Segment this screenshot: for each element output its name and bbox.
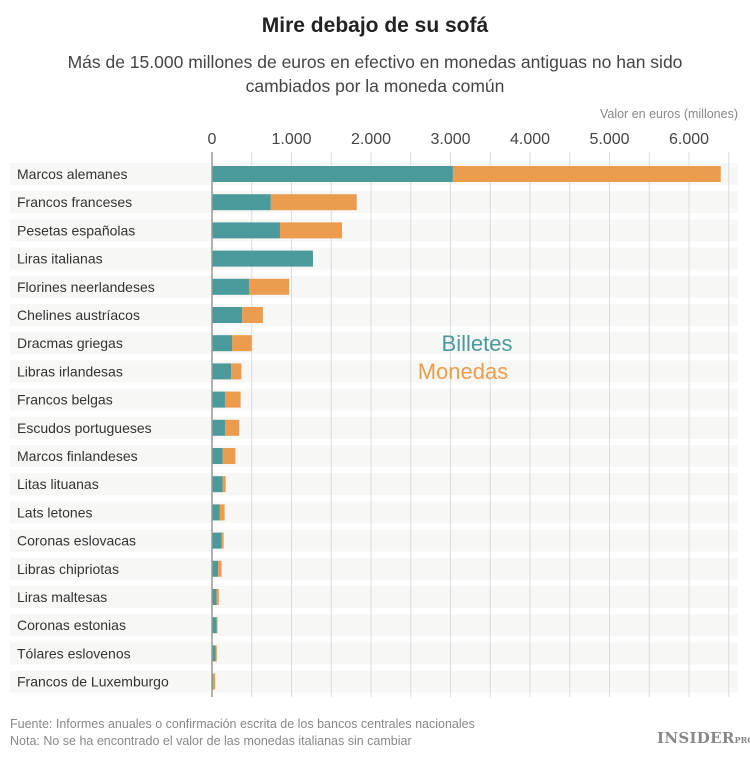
category-label: Coronas estonias: [17, 617, 126, 633]
bar-billetes: [212, 504, 220, 521]
row-band: [10, 416, 738, 439]
x-tick-label: 0: [208, 131, 217, 148]
row-band: [10, 275, 738, 298]
bar-billetes: [212, 617, 217, 634]
bar-monedas: [218, 560, 222, 577]
bar-billetes: [212, 645, 216, 662]
bar-billetes: [212, 335, 233, 352]
row-band: [10, 642, 738, 665]
category-label: Francos belgas: [17, 392, 113, 408]
category-label: Escudos portugueses: [17, 420, 152, 436]
category-label: Francos franceses: [17, 194, 132, 210]
row-band: [10, 219, 738, 242]
bar-monedas: [213, 673, 216, 690]
source-note: Fuente: Informes anuales o confirmación …: [10, 717, 475, 731]
bar-billetes: [212, 448, 223, 464]
row-band: [10, 247, 738, 270]
bar-monedas: [221, 532, 224, 549]
category-label: Marcos alemanes: [17, 166, 128, 182]
row-band: [10, 332, 738, 355]
category-label: Pesetas españolas: [17, 222, 135, 238]
bar-billetes: [212, 222, 280, 239]
x-tick-label: 2.000: [351, 131, 391, 148]
x-tick-label: 5.000: [589, 131, 629, 148]
category-label: Liras italianas: [17, 251, 103, 267]
bar-billetes: [212, 194, 271, 211]
row-band: [10, 191, 738, 214]
row-band: [10, 501, 738, 524]
row-band: [10, 670, 738, 693]
category-label: Chelines austríacos: [17, 307, 140, 323]
x-tick-label: 1.000: [271, 131, 311, 148]
x-tick-label: 4.000: [510, 131, 550, 148]
row-band: [10, 614, 738, 637]
row-band: [10, 557, 738, 580]
bar-monedas: [242, 307, 263, 323]
bar-billetes: [212, 560, 219, 577]
bar-billetes: [212, 532, 222, 549]
chart-subtitle: Más de 15.000 millones de euros en efect…: [67, 52, 683, 96]
footnote: Nota: No se ha encontrado el valor de la…: [10, 734, 412, 748]
row-band: [10, 304, 738, 326]
row-band: [10, 388, 738, 411]
category-label: Liras maltesas: [17, 589, 107, 605]
category-label: Marcos finlandeses: [17, 448, 138, 464]
legend-billetes: Billetes: [442, 331, 513, 356]
bar-monedas: [452, 166, 721, 182]
category-label: Libras chipriotas: [17, 561, 119, 577]
row-band: [10, 360, 738, 383]
bar-monedas: [216, 617, 218, 634]
x-tick-label: 6.000: [669, 131, 709, 148]
bar-billetes: [212, 589, 217, 605]
category-label: Dracmas griegas: [17, 335, 123, 351]
bar-monedas: [270, 194, 357, 211]
category-label: Coronas eslovacas: [17, 533, 136, 549]
bar-monedas: [216, 589, 219, 605]
chart-title: Mire debajo de su sofá: [261, 14, 489, 37]
bar-billetes: [212, 391, 225, 408]
category-label: Libras irlandesas: [17, 363, 123, 379]
category-label: Florines neerlandeses: [17, 279, 155, 295]
bar-monedas: [231, 363, 242, 380]
bar-billetes: [212, 278, 249, 295]
category-label: Francos de Luxemburgo: [17, 674, 169, 690]
bar-monedas: [224, 391, 241, 408]
row-band: [10, 586, 738, 608]
bar-billetes: [212, 166, 453, 182]
category-label: Litas lituanas: [17, 476, 99, 492]
x-axis-label: Valor en euros (millones): [599, 107, 738, 121]
bar-monedas: [248, 278, 290, 295]
bar-billetes: [212, 476, 223, 493]
bar-monedas: [222, 448, 236, 464]
bar-monedas: [224, 419, 240, 436]
bar-monedas: [222, 476, 226, 493]
row-band: [10, 445, 738, 467]
bar-monedas: [279, 222, 342, 239]
bar-monedas: [232, 335, 252, 352]
bar-billetes: [212, 307, 243, 323]
row-band: [10, 529, 738, 552]
bar-billetes: [212, 363, 232, 380]
category-label: Lats letones: [17, 504, 93, 520]
bar-monedas: [215, 645, 217, 662]
category-label: Tólares eslovenos: [17, 645, 131, 661]
legend-monedas: Monedas: [418, 359, 509, 384]
bar-billetes: [212, 419, 225, 436]
bar-billetes: [212, 250, 313, 267]
x-tick-label: 3.000: [430, 131, 470, 148]
insider-pro-logo: INSIDERPRO: [657, 729, 750, 747]
row-band: [10, 473, 738, 496]
bar-monedas: [219, 504, 225, 521]
